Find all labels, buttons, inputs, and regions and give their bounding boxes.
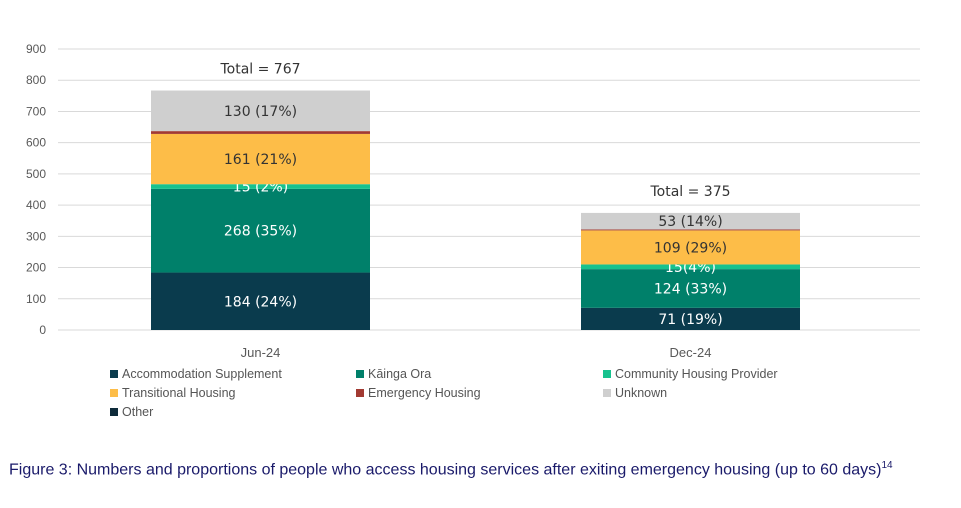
- bar-segment: [581, 269, 800, 308]
- y-tick-label: 400: [26, 198, 46, 212]
- legend-item: Accommodation Supplement: [110, 367, 282, 381]
- legend-swatch: [110, 389, 118, 397]
- legend-label: Emergency Housing: [368, 386, 481, 400]
- y-tick-label: 800: [26, 73, 46, 87]
- data-label: 130 (17%): [224, 104, 297, 120]
- data-label: 268 (35%): [224, 224, 297, 240]
- bar-segment: [151, 188, 370, 273]
- bar-segment: [581, 264, 800, 270]
- legend-swatch: [110, 408, 118, 416]
- y-tick-label: 900: [26, 42, 46, 56]
- bar-segment: [151, 133, 370, 185]
- data-label: 124 (33%): [654, 281, 727, 297]
- legend-swatch: [603, 389, 611, 397]
- y-tick-label: 600: [26, 136, 46, 150]
- total-label: Total = 375: [649, 184, 730, 200]
- y-tick-label: 200: [26, 261, 46, 275]
- bar-segment: [151, 90, 370, 132]
- data-label: 184 (24%): [224, 294, 297, 310]
- legend-label: Other: [122, 405, 154, 419]
- legend-label: Unknown: [615, 386, 668, 400]
- total-label: Total = 767: [219, 62, 300, 78]
- legend-item: Other: [110, 405, 153, 419]
- legend-item: Unknown: [603, 386, 667, 400]
- data-label: 71 (19%): [658, 312, 722, 328]
- bar-segment: [581, 212, 800, 230]
- x-tick-label: Jun-24: [241, 345, 281, 360]
- y-tick-label: 100: [26, 292, 46, 306]
- bar-segment: [581, 229, 800, 231]
- legend-item: Community Housing Provider: [603, 367, 778, 381]
- data-label: 53 (14%): [658, 214, 722, 230]
- data-label: 109 (29%): [654, 240, 727, 256]
- legend-label: Accommodation Supplement: [122, 367, 282, 381]
- legend-item: Transitional Housing: [110, 386, 235, 400]
- legend-label: Transitional Housing: [122, 386, 236, 400]
- legend-label: Community Housing Provider: [615, 367, 778, 381]
- y-tick-label: 500: [26, 167, 46, 181]
- legend-item: Kāinga Ora: [356, 367, 431, 381]
- legend-swatch: [356, 389, 364, 397]
- bar-segment: [581, 307, 800, 330]
- bar-segment: [151, 184, 370, 189]
- legend-label: Kāinga Ora: [368, 367, 432, 381]
- bar-segment: [151, 272, 370, 330]
- data-label: 161 (21%): [224, 152, 297, 168]
- legend-swatch: [356, 370, 364, 378]
- legend-swatch: [603, 370, 611, 378]
- y-tick-label: 0: [39, 323, 46, 337]
- legend-item: Emergency Housing: [356, 386, 481, 400]
- x-tick-label: Dec-24: [670, 345, 712, 360]
- y-tick-label: 700: [26, 104, 46, 118]
- figure-caption: Figure 3: Numbers and proportions of peo…: [9, 455, 949, 480]
- footnote-ref: 14: [881, 460, 893, 471]
- stacked-bar-chart: 0 100 200 300 400 500 600 700 800 900 184 (24%) 268…: [26, 42, 920, 360]
- bar-segment: [581, 230, 800, 265]
- legend-swatch: [110, 370, 118, 378]
- y-tick-label: 300: [26, 229, 46, 243]
- bar-segment: [151, 131, 370, 134]
- caption-text: Figure 3: Numbers and proportions of peo…: [9, 461, 882, 479]
